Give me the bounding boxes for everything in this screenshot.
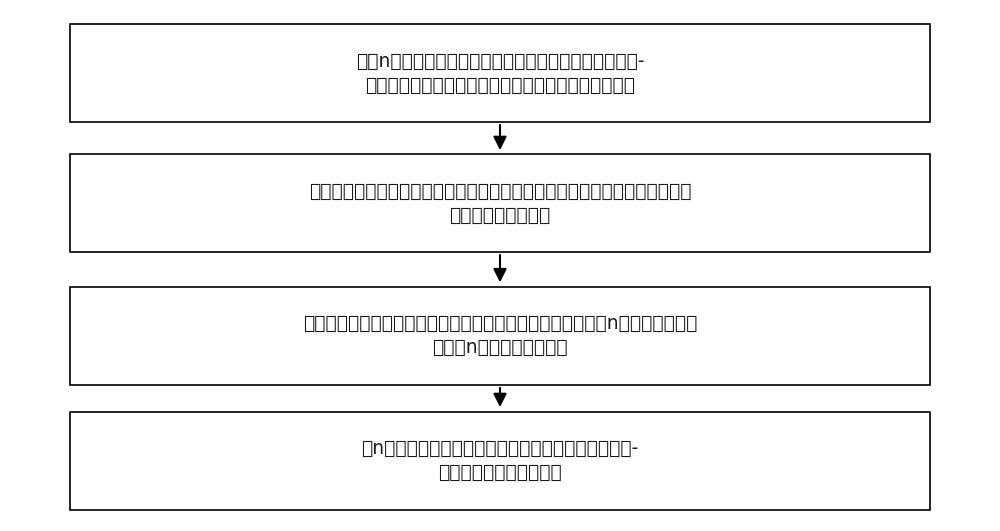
Text: 对n个模糊综合评价集进行去模糊化，获得待预测架空-: 对n个模糊综合评价集进行去模糊化，获得待预测架空- bbox=[361, 439, 639, 458]
Text: 电缆混合线路的故障概率: 电缆混合线路的故障概率 bbox=[438, 463, 562, 482]
Bar bbox=[70, 287, 930, 385]
Text: ，获得n个模糊综合评价集: ，获得n个模糊综合评价集 bbox=[432, 338, 568, 357]
Text: 获取n类第一数据信息，所述第一数据信息为待预测架空-: 获取n类第一数据信息，所述第一数据信息为待预测架空- bbox=[356, 52, 644, 71]
Text: 对权重与评价矩阵进行模糊运算，获得模糊综合评价集，遍历n类第一数据信息: 对权重与评价矩阵进行模糊运算，获得模糊综合评价集，遍历n类第一数据信息 bbox=[303, 314, 697, 333]
Text: 选择任意一类所述第一数据信息，并对所述第一数据信息进行数据分析处理，: 选择任意一类所述第一数据信息，并对所述第一数据信息进行数据分析处理， bbox=[309, 182, 691, 201]
Bar bbox=[70, 412, 930, 510]
Bar bbox=[70, 154, 930, 252]
Text: 获得权重与评价矩阵: 获得权重与评价矩阵 bbox=[449, 205, 551, 225]
Bar bbox=[70, 24, 930, 122]
Text: 电缆混合线路的基本台账数据信息与历史故障数据信息: 电缆混合线路的基本台账数据信息与历史故障数据信息 bbox=[365, 75, 635, 95]
